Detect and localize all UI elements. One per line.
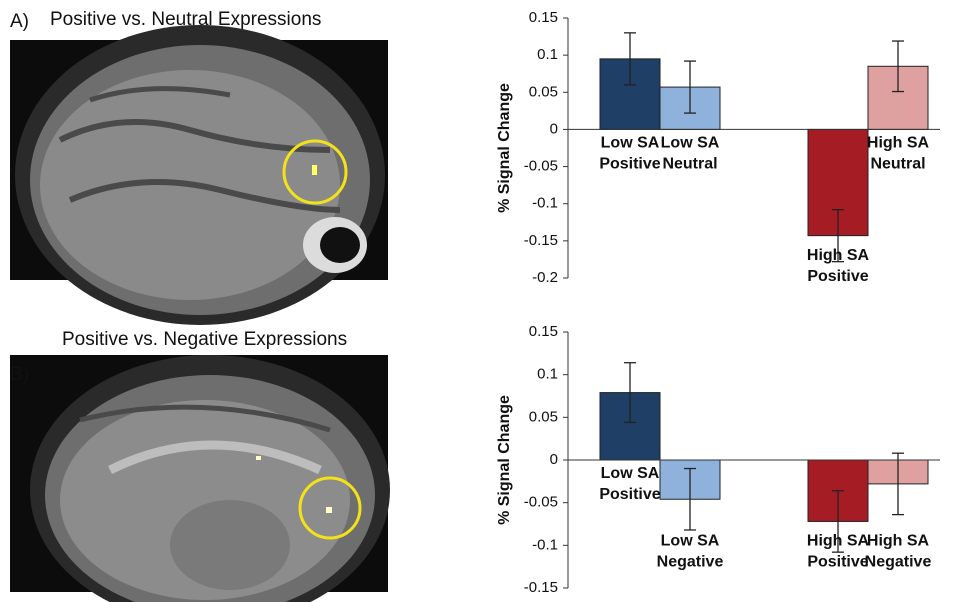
category-label: Low SA bbox=[601, 135, 660, 152]
y-tick-label: -0.05 bbox=[524, 158, 558, 175]
category-label: Positive bbox=[599, 486, 660, 503]
category-label: Low SA bbox=[601, 465, 660, 482]
y-tick-label: -0.2 bbox=[532, 269, 558, 286]
panel-label: B) bbox=[10, 364, 29, 385]
category-label: High SA bbox=[807, 247, 870, 264]
category-label: Positive bbox=[807, 554, 868, 571]
y-tick-label: 0.15 bbox=[529, 9, 558, 26]
category-label: Neutral bbox=[870, 156, 925, 173]
category-label: Positive bbox=[599, 156, 660, 173]
y-tick-label: 0 bbox=[550, 451, 558, 468]
image-title: Positive vs. Negative Expressions bbox=[62, 329, 347, 350]
category-label: Negative bbox=[657, 554, 724, 571]
category-label: Positive bbox=[807, 268, 868, 285]
image-title: Positive vs. Neutral Expressions bbox=[50, 9, 321, 30]
y-tick-label: 0.1 bbox=[537, 366, 558, 383]
category-label: Low SA bbox=[661, 533, 720, 550]
brain-image bbox=[10, 25, 388, 325]
y-axis-label: % Signal Change bbox=[496, 395, 513, 525]
category-label: Neutral bbox=[662, 156, 717, 173]
y-tick-label: 0.15 bbox=[529, 323, 558, 340]
y-tick-label: 0.05 bbox=[529, 83, 558, 100]
y-tick-label: -0.1 bbox=[532, 195, 558, 212]
category-label: Low SA bbox=[661, 135, 720, 152]
category-label: High SA bbox=[867, 135, 930, 152]
panel-label: A) bbox=[10, 11, 29, 32]
y-tick-label: -0.05 bbox=[524, 494, 558, 511]
y-tick-label: 0.05 bbox=[529, 408, 558, 425]
figure: A) Positive vs. Neutral Expressions % Sign… bbox=[0, 0, 966, 602]
y-tick-label: -0.15 bbox=[524, 579, 558, 596]
y-axis-label: % Signal Change bbox=[496, 83, 513, 213]
y-tick-label: -0.15 bbox=[524, 232, 558, 249]
category-label: Negative bbox=[865, 554, 932, 571]
y-tick-label: 0 bbox=[550, 120, 558, 137]
category-label: High SA bbox=[867, 533, 930, 550]
y-tick-label: 0.1 bbox=[537, 46, 558, 63]
brain-image bbox=[10, 355, 390, 602]
y-tick-label: -0.1 bbox=[532, 536, 558, 553]
category-label: High SA bbox=[807, 533, 870, 550]
